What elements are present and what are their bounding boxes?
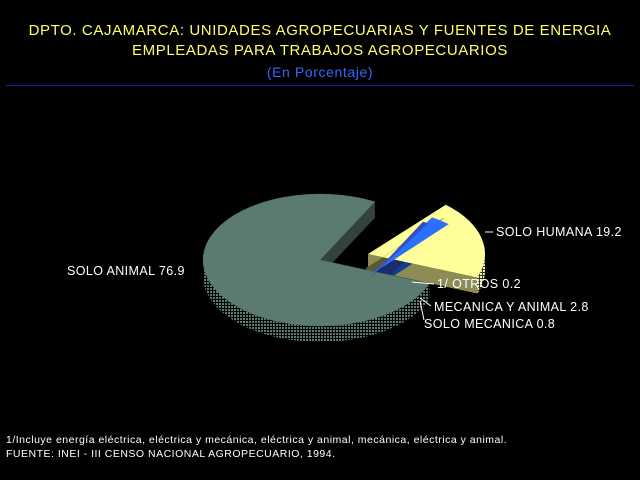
chart-title-line2: EMPLEADAS PARA TRABAJOS AGROPECUARIOS [132, 42, 508, 59]
footnote: 1/Incluye energía eléctrica, eléctrica y… [6, 434, 508, 446]
pie-slice-side-1 [477, 251, 485, 294]
leader-line-4 [419, 300, 425, 321]
slice-label-4: SOLO MECANICA 0.8 [424, 317, 555, 331]
pie-slice-wall-0 [320, 201, 375, 276]
chart-subtitle: (En Porcentaje) [266, 64, 374, 80]
header-divider [6, 85, 634, 86]
source-note: FUENTE: INEI - III CENSO NACIONAL AGROPE… [6, 448, 336, 460]
pie-slice-solo-humana [368, 204, 485, 278]
slice-label-1: SOLO HUMANA 19.2 [496, 225, 622, 239]
slice-label-3: MECANICA Y ANIMAL 2.8 [434, 300, 589, 314]
slice-label-2: 1/ OTROS 0.2 [437, 277, 521, 291]
leader-line-2 [411, 281, 435, 285]
pie-slice-side-0 [203, 257, 430, 342]
pie-slice-solo-animal [202, 193, 430, 327]
leader-line-3 [419, 297, 432, 307]
pie-slice-solo-mecanica [368, 221, 429, 280]
chart-title-line1: DPTO. CAJAMARCA: UNIDADES AGROPECUARIAS … [28, 22, 612, 39]
pie-slice-mecanica-y-animal [372, 217, 449, 274]
slice-label-0: SOLO ANIMAL 76.9 [67, 264, 185, 278]
